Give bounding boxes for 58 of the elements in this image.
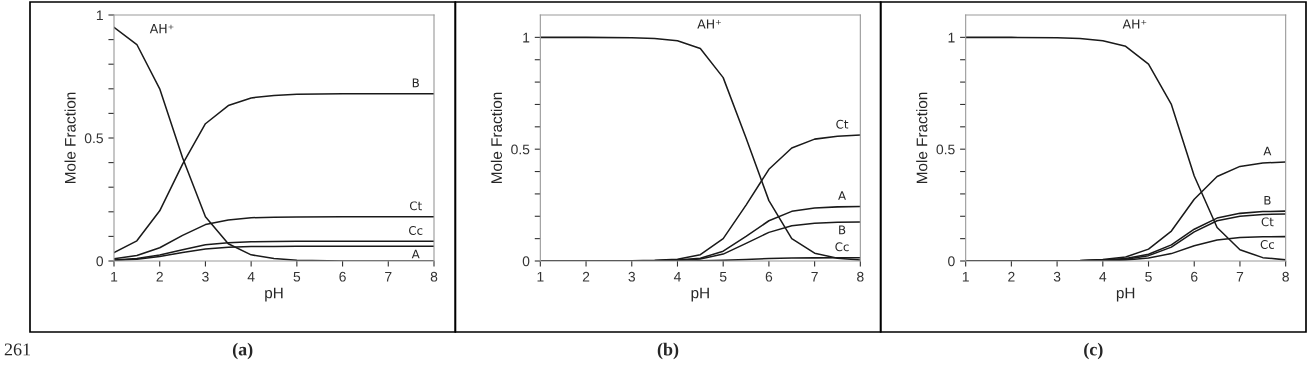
y-tick-label: 0.5 <box>936 144 955 155</box>
x-tick-label: 5 <box>1145 271 1152 282</box>
series-label: Cc <box>1260 239 1275 249</box>
x-tick-label: 7 <box>811 271 818 282</box>
y-tick-label: 0.5 <box>84 133 103 144</box>
series-label: Cc <box>835 242 849 252</box>
x-tick-label: 6 <box>765 271 773 282</box>
series-label: A <box>838 191 846 200</box>
series-label: AH⁺ <box>149 24 174 34</box>
y-tick-label: 1 <box>96 10 103 21</box>
x-tick-label: 6 <box>1191 271 1198 282</box>
x-tick-label: 5 <box>293 271 301 282</box>
y-axis-title: Mole Fraction <box>64 92 76 184</box>
series-label: Ct <box>409 201 422 211</box>
y-axis-title: Mole Fraction <box>916 92 928 184</box>
x-tick-label: 2 <box>156 271 163 282</box>
x-tick-label: 4 <box>247 271 255 282</box>
x-tick-label: 8 <box>1282 271 1289 282</box>
series-label: A <box>411 249 420 259</box>
x-tick-label: 8 <box>430 271 438 282</box>
x-tick-label: 1 <box>111 271 118 282</box>
x-tick-label: 7 <box>385 271 392 282</box>
x-tick-label: 6 <box>339 271 346 282</box>
series-label: Ct <box>1261 217 1274 227</box>
y-tick-label: 0.5 <box>511 144 530 155</box>
series-label: B <box>1264 195 1271 205</box>
x-axis-title: pH <box>1116 287 1135 302</box>
x-tick-label: 2 <box>1008 271 1015 282</box>
series-label: Cc <box>409 225 423 235</box>
x-tick-label: 4 <box>673 271 681 282</box>
x-tick-label: 3 <box>202 271 209 282</box>
series-label: B <box>839 225 846 235</box>
y-tick-label: 0 <box>522 256 530 267</box>
x-tick-label: 3 <box>628 271 636 282</box>
x-tick-label: 5 <box>719 271 727 282</box>
x-axis-title: pH <box>265 287 283 302</box>
series-label: AH⁺ <box>697 19 721 29</box>
y-tick-label: 0 <box>96 256 104 267</box>
x-axis-title: pH <box>691 287 709 302</box>
x-tick-label: 1 <box>962 271 969 282</box>
y-tick-label: 0 <box>948 256 955 267</box>
x-tick-label: 4 <box>1099 271 1107 282</box>
x-tick-label: 3 <box>1053 271 1061 282</box>
text: (b) <box>657 342 679 360</box>
x-tick-label: 2 <box>582 271 590 282</box>
series-label: Ct <box>836 119 849 129</box>
text: (a) <box>232 342 253 360</box>
x-tick-label: 1 <box>537 271 544 282</box>
x-tick-label: 8 <box>857 271 864 282</box>
x-tick-label: 7 <box>1236 271 1244 282</box>
series-label: B <box>412 78 419 88</box>
series-label: A <box>1263 146 1272 156</box>
y-tick-label: 1 <box>523 32 530 43</box>
text: 261 <box>4 343 30 356</box>
series-label: AH⁺ <box>1122 19 1147 29</box>
y-tick-label: 1 <box>948 32 955 43</box>
y-axis-title: Mole Fraction <box>490 92 503 184</box>
text: (c) <box>1084 342 1103 360</box>
